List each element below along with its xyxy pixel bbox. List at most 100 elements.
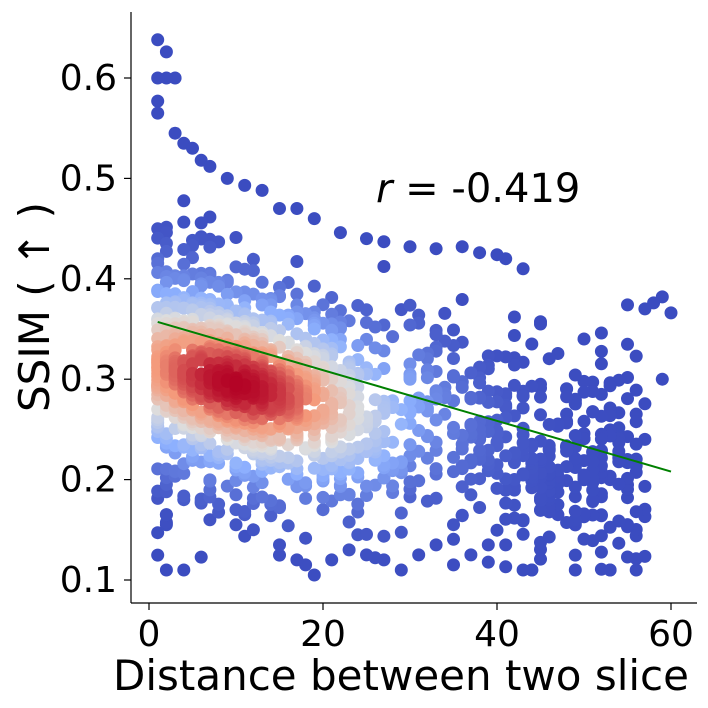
scatter-point: [481, 538, 495, 552]
scatter-point: [316, 490, 330, 504]
scatter-point: [177, 563, 191, 577]
scatter-point: [499, 449, 513, 463]
scatter-point: [499, 512, 513, 526]
scatter-point: [507, 310, 521, 324]
scatter-point: [420, 371, 434, 385]
scatter-point: [360, 316, 373, 329]
scatter-point: [447, 558, 460, 572]
scatter-point: [290, 202, 304, 215]
scatter-point: [386, 330, 400, 344]
scatter-point: [299, 476, 313, 490]
scatter-point: [351, 497, 365, 511]
scatter-point: [594, 562, 608, 576]
scatter-point: [447, 352, 460, 365]
scatter-point: [629, 349, 643, 363]
scatter-point: [621, 550, 634, 564]
scatter-point: [577, 532, 591, 546]
scatter-point: [412, 548, 426, 562]
scatter-point: [568, 368, 582, 382]
scatter-point: [394, 506, 408, 520]
scatter-point: [507, 358, 521, 372]
scatter-point: [212, 279, 226, 293]
y-tick-label: 0.6: [60, 58, 117, 99]
scatter-point: [264, 509, 278, 523]
scatter-point: [368, 341, 382, 355]
scatter-point: [507, 378, 521, 392]
scatter-point: [177, 243, 191, 256]
scatter-point: [325, 323, 339, 337]
x-axis-ticks: 0 20 40 60: [138, 603, 694, 655]
scatter-point: [368, 393, 382, 407]
scatter-point: [177, 215, 191, 229]
scatter-point: [499, 560, 513, 574]
scatter-point: [594, 357, 608, 371]
scatter-point: [151, 33, 165, 47]
scatter-point: [290, 553, 304, 567]
scatter-point: [594, 344, 608, 358]
scatter-point: [316, 503, 330, 517]
scatter-point: [412, 424, 426, 437]
scatter-point: [560, 444, 574, 458]
scatter-point: [447, 518, 460, 532]
scatter-point: [342, 515, 356, 529]
scatter-point: [438, 306, 452, 320]
scatter-point: [629, 383, 643, 397]
scatter-point: [481, 555, 495, 569]
scatter-point: [586, 493, 600, 507]
scatter-point: [246, 252, 260, 266]
scatter-point: [455, 480, 469, 494]
scatter-point: [273, 538, 286, 552]
scatter-point: [638, 479, 652, 493]
scatter-point: [629, 563, 643, 577]
scatter-point: [159, 45, 173, 59]
scatter-point: [568, 548, 582, 562]
scatter-point: [151, 71, 165, 85]
x-axis-label: Distance between two slice: [113, 651, 689, 700]
scatter-point: [507, 329, 521, 342]
scatter-points: [151, 33, 678, 582]
scatter-point: [568, 452, 582, 466]
scatter-point: [464, 488, 478, 502]
scatter-point: [629, 437, 643, 451]
scatter-point: [307, 461, 321, 475]
scatter-point: [499, 538, 513, 552]
scatter-point: [316, 298, 330, 312]
scatter-point: [516, 436, 530, 450]
scatter-point: [394, 417, 408, 431]
y-axis-label: SSIM ( ↑ ): [10, 202, 59, 412]
scatter-point: [177, 466, 191, 480]
scatter-point: [377, 529, 391, 543]
scatter-point: [429, 491, 443, 505]
scatter-point: [612, 455, 626, 469]
scatter-point: [360, 479, 373, 493]
scatter-point: [238, 178, 252, 192]
scatter-point: [455, 437, 469, 451]
scatter-point: [429, 462, 443, 476]
scatter-point: [534, 491, 547, 505]
scatter-point: [464, 548, 478, 562]
scatter-point: [212, 497, 226, 511]
scatter-point: [490, 523, 504, 537]
scatter-point: [603, 379, 617, 393]
scatter-point: [534, 390, 547, 404]
scatter-point: [629, 505, 643, 519]
scatter-point: [655, 372, 669, 386]
scatter-point: [560, 390, 574, 404]
scatter-point: [194, 216, 208, 230]
y-tick-label: 0.5: [60, 158, 117, 199]
scatter-point: [360, 488, 373, 502]
scatter-point: [577, 414, 591, 428]
scatter-point: [159, 244, 173, 258]
scatter-point: [299, 491, 313, 505]
scatter-point: [403, 318, 417, 332]
scatter-point: [516, 389, 530, 403]
scatter-point: [273, 548, 286, 562]
scatter-point: [612, 536, 626, 550]
scatter-point: [490, 481, 504, 495]
scatter-point: [151, 526, 165, 540]
scatter-point: [464, 366, 478, 380]
scatter-point: [516, 401, 530, 415]
scatter-point: [534, 503, 547, 517]
x-tick-label: 20: [300, 614, 346, 655]
scatter-point: [325, 291, 339, 304]
